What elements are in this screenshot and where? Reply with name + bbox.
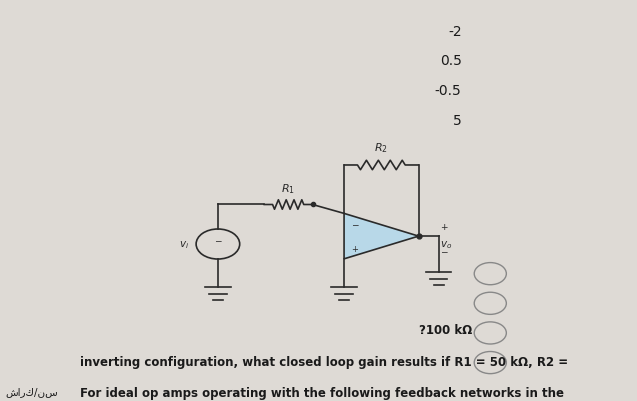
Text: $v_i$: $v_i$: [179, 239, 189, 250]
Text: $R_2$: $R_2$: [375, 141, 389, 155]
Text: −: −: [214, 235, 222, 244]
Text: شارك/نس: شارك/نس: [6, 386, 59, 396]
Polygon shape: [344, 214, 419, 259]
Text: +: +: [351, 245, 358, 254]
Text: −: −: [440, 247, 448, 256]
Text: 5: 5: [453, 113, 462, 127]
Text: −: −: [350, 219, 358, 228]
Text: For ideal op amps operating with the following feedback networks in the: For ideal op amps operating with the fol…: [80, 386, 564, 399]
Text: ?100 kΩ: ?100 kΩ: [419, 323, 472, 336]
Text: inverting configuration, what closed loop gain results if R1 = 50 kΩ, R2 =: inverting configuration, what closed loo…: [80, 355, 568, 368]
Text: -0.5: -0.5: [435, 84, 462, 98]
Text: -2: -2: [448, 24, 462, 38]
Text: $R_1$: $R_1$: [281, 182, 295, 195]
Text: 0.5: 0.5: [440, 54, 462, 68]
Text: +: +: [440, 222, 448, 231]
Text: $v_o$: $v_o$: [440, 239, 453, 250]
